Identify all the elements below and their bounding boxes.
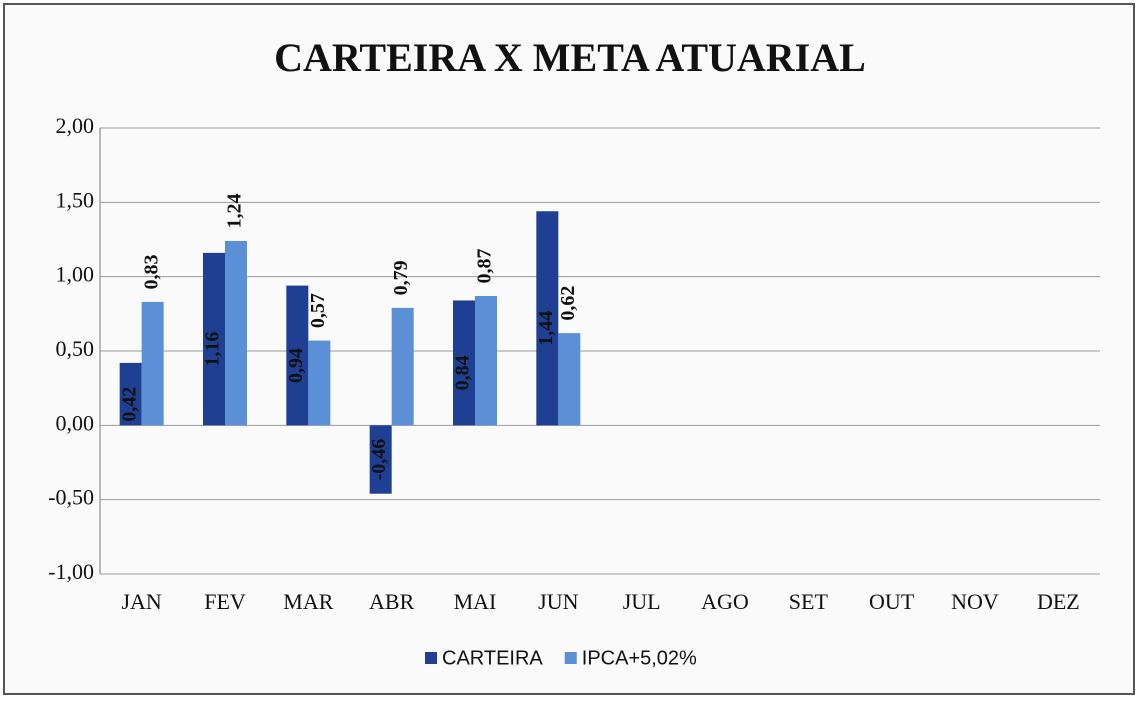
x-tick-label: MAR	[283, 589, 333, 614]
x-tick-label: JUN	[538, 589, 578, 614]
data-label: 1,16	[202, 332, 224, 367]
data-label: 0,42	[118, 387, 140, 422]
data-label: 0,62	[557, 286, 579, 321]
bar	[286, 285, 309, 426]
x-tick-label: FEV	[204, 589, 246, 614]
legend-label: IPCA+5,02%	[582, 647, 697, 669]
data-label: 0,94	[285, 348, 307, 383]
x-tick-label: JAN	[121, 589, 161, 614]
x-tick-label: OUT	[869, 589, 915, 614]
x-tick-label: ABR	[369, 589, 415, 614]
data-label: 0,57	[307, 293, 329, 328]
bar	[141, 301, 164, 426]
x-tick-label: MAI	[454, 589, 497, 614]
bar	[453, 300, 475, 426]
data-label: 0,79	[390, 260, 412, 295]
x-tick-label: SET	[789, 589, 829, 614]
y-tick-label: 1,00	[56, 262, 95, 287]
bar	[391, 307, 414, 426]
legend-swatch	[425, 652, 437, 664]
data-label: 0,84	[452, 355, 474, 390]
y-tick-label: 0,00	[56, 410, 95, 435]
x-tick-label: DEZ	[1037, 589, 1080, 614]
y-tick-label: -1,00	[48, 559, 94, 584]
y-tick-label: 1,50	[56, 187, 95, 212]
bar	[308, 340, 331, 426]
x-tick-label: AGO	[701, 589, 749, 614]
data-label: -0,46	[368, 439, 390, 481]
x-tick-label: JUL	[623, 589, 661, 614]
bar	[475, 295, 497, 426]
chart-title: CARTEIRA X META ATUARIAL	[274, 35, 866, 80]
bar	[536, 211, 559, 426]
data-label: 1,44	[535, 311, 557, 346]
bar	[558, 333, 581, 426]
y-tick-label: -0,50	[48, 485, 94, 510]
bar	[225, 240, 247, 426]
x-tick-label: NOV	[951, 589, 999, 614]
data-label: 0,87	[474, 248, 496, 283]
bar	[119, 362, 142, 426]
bar	[369, 425, 392, 494]
data-label: 1,24	[224, 193, 246, 228]
y-tick-label: 0,50	[56, 336, 95, 361]
y-tick-label: 2,00	[56, 113, 95, 138]
legend-swatch	[564, 652, 577, 664]
legend-label: CARTEIRA	[442, 647, 543, 669]
data-label: 0,83	[140, 254, 162, 289]
bar	[203, 252, 225, 426]
